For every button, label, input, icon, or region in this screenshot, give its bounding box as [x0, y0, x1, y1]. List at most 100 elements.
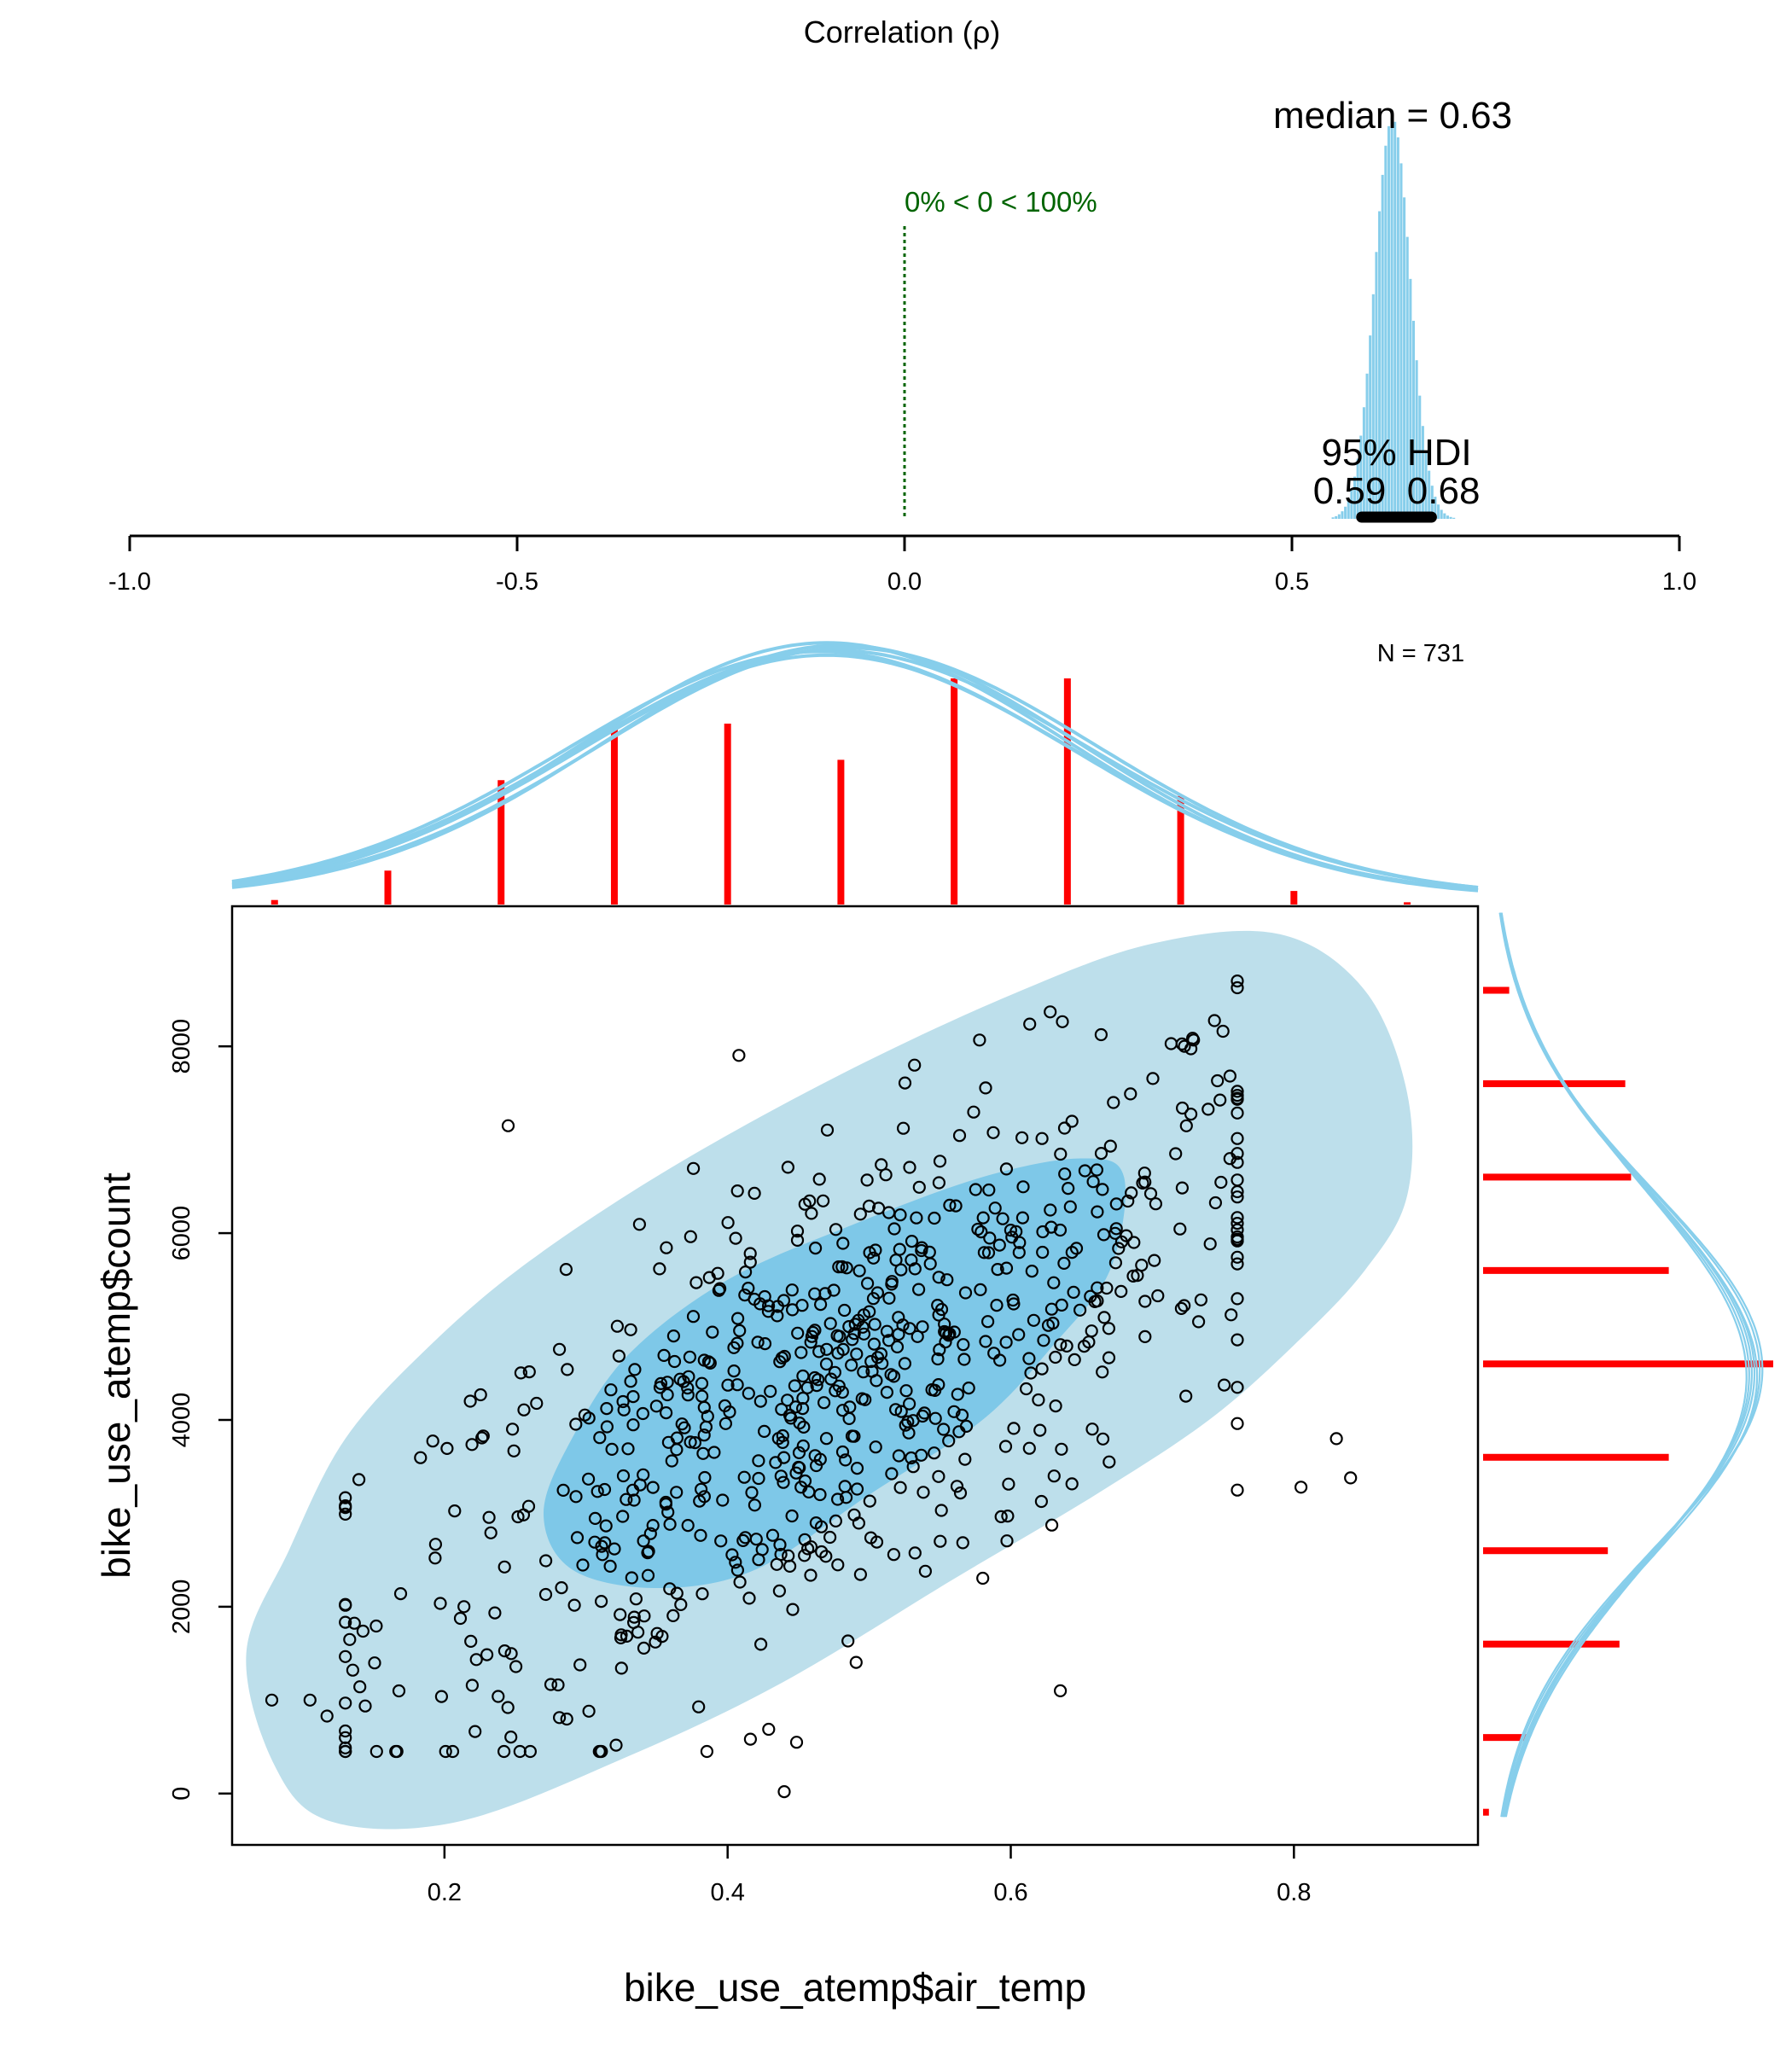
scatter-point — [934, 1302, 949, 1317]
scatter-point — [1108, 1226, 1122, 1240]
scatter-point — [686, 1161, 701, 1175]
scatter-point — [692, 1700, 706, 1713]
scatter-point — [576, 1558, 590, 1572]
scatter-point — [973, 1033, 986, 1047]
scatter-point — [957, 1353, 971, 1366]
scatter-point — [813, 1452, 827, 1466]
marginal-x-bar — [1063, 678, 1071, 905]
scatter-point — [928, 1446, 941, 1460]
scatter-point — [867, 1337, 881, 1351]
scatter-point — [646, 1481, 660, 1494]
scatter-point — [320, 1709, 334, 1723]
scatter-point — [523, 1744, 538, 1759]
scatter-point — [880, 1324, 894, 1338]
scatter-point — [1217, 1378, 1231, 1392]
scatter-point — [1194, 1293, 1208, 1306]
scatter-point — [849, 1655, 863, 1669]
posterior-panel: Correlation (ρ) 0% < 0 < 100% median = 0… — [108, 15, 1696, 596]
scatter-point — [1231, 980, 1244, 995]
scatter-point — [918, 1564, 933, 1578]
scatter-point — [624, 1375, 637, 1388]
marginal-x-bar — [384, 870, 392, 905]
posterior-bar — [1335, 515, 1338, 519]
scatter-point — [673, 1372, 687, 1386]
scatter-point — [488, 1606, 502, 1620]
scatter-point — [573, 1658, 587, 1672]
scatter-point — [850, 1461, 864, 1475]
scatter-point — [789, 1466, 803, 1480]
scatter-point — [1344, 1471, 1358, 1485]
scatter-point — [1151, 1289, 1165, 1303]
posterior-bar — [1399, 163, 1403, 519]
scatter-point — [771, 1309, 784, 1323]
scatter-point — [857, 1327, 871, 1341]
scatter-point — [882, 1291, 896, 1305]
marginal-y-bar — [1483, 986, 1510, 994]
posterior-bar — [1344, 506, 1347, 519]
scatter-point — [1044, 1005, 1057, 1019]
scatter-point — [637, 1609, 651, 1623]
scatter-point — [507, 1444, 521, 1457]
scatter-point — [928, 1383, 942, 1398]
scatter-point — [752, 1471, 765, 1486]
scatter-point — [790, 1225, 805, 1238]
scatter-point — [1016, 1180, 1030, 1194]
scatter-point — [777, 1785, 791, 1799]
scatter-point — [1001, 1509, 1015, 1523]
scatter-point — [905, 1253, 918, 1267]
scatter-point — [1060, 1339, 1073, 1353]
scatter-point — [812, 1172, 826, 1186]
scatter-point — [1201, 1103, 1215, 1116]
scatter-point — [800, 1381, 814, 1394]
scatter-point — [476, 1429, 490, 1443]
scatter-point — [757, 1424, 771, 1439]
scatter-points — [265, 974, 1358, 1799]
scatter-point — [976, 1211, 990, 1225]
scatter-point — [892, 1449, 906, 1463]
scatter-point — [608, 1542, 621, 1556]
scatter-point — [857, 1308, 871, 1322]
scatter-point — [681, 1518, 695, 1533]
scatter-point — [990, 1298, 1004, 1312]
posterior-title: Correlation (ρ) — [804, 15, 1001, 49]
scatter-point — [588, 1511, 602, 1526]
marginal-y-bar — [1483, 1547, 1609, 1555]
scatter-point — [559, 1262, 573, 1277]
scatter-point — [1178, 1039, 1191, 1053]
scatter-point — [794, 1481, 808, 1494]
scatter-point — [265, 1693, 279, 1707]
scatter-point — [1173, 1222, 1187, 1236]
scatter-point — [932, 1271, 945, 1284]
scatter-point — [711, 1266, 724, 1280]
scatter-point — [617, 1403, 631, 1417]
scatter-point — [890, 1340, 905, 1354]
scatter-point — [1231, 1106, 1244, 1120]
posterior-bar — [1375, 252, 1378, 519]
scatter-point — [758, 1336, 772, 1351]
scatter-point — [955, 1408, 969, 1423]
scatter-point — [856, 1320, 870, 1334]
scatter-point — [835, 1385, 849, 1399]
scatter-point — [681, 1388, 695, 1402]
scatter-point — [879, 1168, 893, 1182]
posterior-bar — [1421, 426, 1424, 519]
scatter-point — [453, 1611, 468, 1626]
scatter-point — [719, 1417, 733, 1430]
scatter-point — [1094, 1146, 1108, 1161]
scatter-point — [819, 1357, 834, 1371]
scatter-point — [581, 1472, 596, 1486]
scatter-point — [649, 1399, 663, 1413]
scatter-point — [1223, 1152, 1236, 1166]
scatter-point — [475, 1431, 489, 1445]
scatter-point — [1019, 1382, 1033, 1396]
scatter-point — [808, 1324, 822, 1337]
scatter-point — [830, 1492, 845, 1506]
scatter-point — [979, 1335, 992, 1348]
scatter-point — [551, 1678, 565, 1692]
scatter-point — [845, 1429, 859, 1443]
scatter-point — [339, 1696, 352, 1710]
scatter-point — [831, 1347, 845, 1360]
scatter-point — [544, 1678, 558, 1691]
scatter-point — [764, 1384, 777, 1399]
scatter-point — [612, 1349, 626, 1363]
